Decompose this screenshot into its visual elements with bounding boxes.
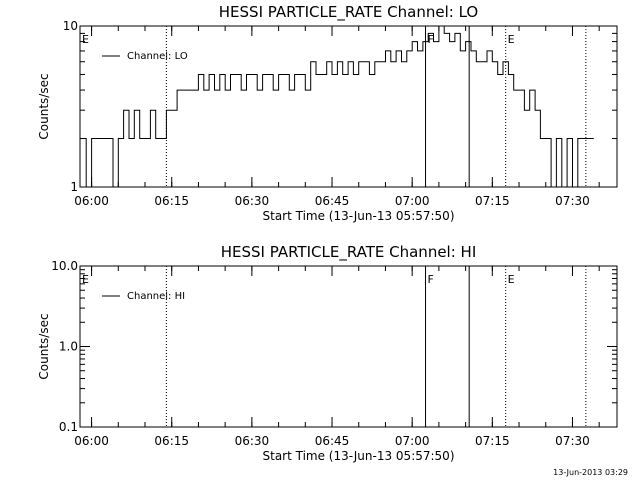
- x-tick-label: 06:30: [235, 194, 270, 208]
- chart-title: HESSI PARTICLE_RATE Channel: HI: [221, 243, 477, 262]
- y-axis-label: Counts/sec: [37, 73, 51, 139]
- event-marker-label: E: [508, 33, 515, 46]
- x-axis-label: Start Time (13-Jun-13 05:57:50): [263, 449, 455, 463]
- x-tick-label: 06:15: [154, 434, 189, 448]
- x-tick-label: 06:30: [235, 434, 270, 448]
- x-tick-label: 06:15: [154, 194, 189, 208]
- corner-marker-label: E: [82, 33, 89, 46]
- y-tick-label: 10.0: [51, 259, 78, 273]
- x-tick-label: 06:45: [315, 434, 350, 448]
- hi-channel-panel: HESSI PARTICLE_RATE Channel: HI 0.1 1.0 10.…: [37, 243, 618, 463]
- y-tick-label: 0.1: [59, 420, 78, 434]
- event-marker-label: F: [428, 33, 434, 46]
- series-line: [80, 25, 594, 188]
- y-axis-label: Counts/sec: [37, 313, 51, 379]
- x-tick-label: 06:00: [74, 194, 109, 208]
- x-tick-label: 07:00: [395, 194, 430, 208]
- y-tick-label: 1.0: [59, 340, 78, 354]
- event-marker-label: F: [428, 273, 434, 286]
- lo-channel-panel: HESSI PARTICLE_RATE Channel: LO 1 10 06:00 0…: [37, 3, 618, 223]
- x-tick-label: 07:30: [555, 194, 590, 208]
- y-tick-label: 10: [63, 19, 78, 33]
- x-tick-label: 06:45: [315, 194, 350, 208]
- event-marker-label: E: [508, 273, 515, 286]
- plot-frame: [79, 25, 618, 188]
- x-tick-label: 07:15: [475, 434, 510, 448]
- x-tick-label: 07:15: [475, 194, 510, 208]
- footer-timestamp: 13-Jun-2013 03:29: [553, 468, 628, 477]
- x-tick-label: 07:00: [395, 434, 430, 448]
- x-tick-label: 07:30: [555, 434, 590, 448]
- legend-entry: Channel: HI: [127, 291, 185, 302]
- legend-entry: Channel: LO: [127, 51, 188, 62]
- x-tick-label: 06:00: [74, 434, 109, 448]
- chart-title: HESSI PARTICLE_RATE Channel: LO: [219, 3, 478, 22]
- y-tick-label: 1: [70, 180, 78, 194]
- corner-marker-label: E: [82, 273, 89, 286]
- x-axis-label: Start Time (13-Jun-13 05:57:50): [263, 209, 455, 223]
